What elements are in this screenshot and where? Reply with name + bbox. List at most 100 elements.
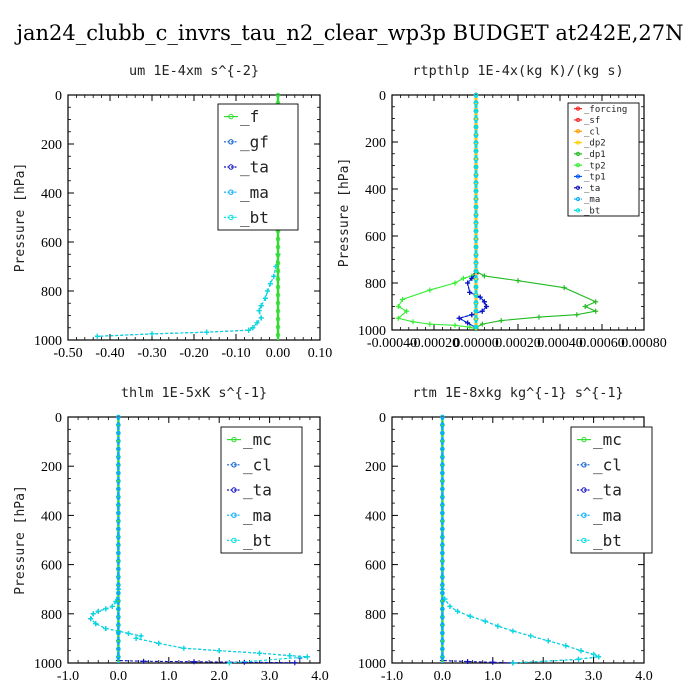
data-point [440,478,445,484]
legend-label: _ma [243,506,272,525]
x-tick-label: 0.00000 [453,336,499,351]
data-point [275,324,281,330]
data-point [440,630,445,636]
legend-marker [231,462,237,468]
data-point [116,478,121,484]
x-tick-label: 0.00020 [495,336,541,351]
series-line [97,95,279,337]
legend: _forcing_sf_cl _dp2_dp1_tp2 _tp1_ta_ma _bt [567,102,640,217]
x-tick-label: 3.0 [261,669,279,684]
data-point [473,172,479,178]
data-point [116,614,121,620]
legend-label: _ta [584,184,600,194]
legend-marker [575,129,581,134]
x-tick-label: 2.0 [210,669,228,684]
data-point [116,550,121,556]
data-point [275,332,281,338]
legend: _mc _cl _ta _ma _bt [570,426,653,554]
data-point [116,438,121,444]
panel-title: rtpthlp 1E-4x(kg K)/(kg s) [412,63,623,79]
y-tick-label: 800 [41,608,62,623]
data-point [116,470,121,476]
y-tick-label: 800 [365,608,386,623]
data-point [275,308,281,314]
series-bt [473,92,479,330]
figure-title: jan24_clubb_c_invrs_tau_n2_clear_wp3p BU… [14,21,684,45]
data-point [275,316,281,322]
series-line [457,95,488,329]
y-axis-label: Pressure [hPa] [13,163,28,273]
y-tick-label: 400 [41,187,62,202]
data-point [473,108,479,114]
legend-label: _sf [584,116,600,126]
legend-marker [575,208,581,213]
data-point [440,462,445,468]
legend-marker [228,113,234,120]
data-point [275,268,281,274]
chart-panel-4: rtm 1E-8xkg kg^{-1} s^{-1} -1.0 0.0 1.0 2.0 3… [358,385,653,684]
panel-title: thlm 1E-5xK s^{-1} [121,385,267,401]
data-point [473,196,479,202]
data-point [440,534,445,540]
data-point [116,598,121,604]
y-axis-label: Pressure [hPa] [13,485,28,595]
data-point [440,414,445,420]
y-tick-label: 400 [41,509,62,524]
legend-box [567,102,640,217]
legend-marker [231,537,237,544]
series-ta [456,95,489,331]
x-tick-label: -0.00020 [409,336,459,351]
data-point [473,140,479,146]
legend-marker [581,436,587,443]
data-point [473,316,479,322]
y-tick-label: 200 [41,460,62,475]
y-tick-label: 600 [41,236,62,251]
panel-title: um 1E-4xm s^{-2} [129,63,259,79]
data-point [473,100,479,106]
data-point [473,180,479,186]
data-point [473,212,479,218]
data-point [275,92,281,98]
chart-panel-1: um 1E-4xm s^{-2} Pressure [hPa] -0.50 -0.40… [13,63,332,361]
legend-label: _f [240,107,259,126]
x-tick-label: -1.0 [57,669,79,684]
x-tick-label: 2.0 [534,669,552,684]
data-point [473,292,479,298]
data-point [275,292,281,298]
data-point [275,260,281,266]
legend-label: _bt [243,531,272,550]
data-point [473,124,479,130]
data-point [275,284,281,290]
legend-marker [575,106,581,111]
data-point [116,638,121,644]
x-tick-label: 1.0 [160,669,178,684]
legend-label: _mc [243,430,272,449]
data-point [440,574,445,580]
data-point [275,244,281,250]
data-point [440,638,445,644]
data-point [440,494,445,500]
x-tick-label: -1.0 [381,669,403,684]
legend-label: _ma [593,506,622,525]
y-tick-label: 200 [365,136,386,151]
legend-marker [575,140,581,145]
data-point [473,156,479,162]
data-point [116,446,121,452]
data-point [440,598,445,604]
data-point [473,324,479,330]
y-tick-label: 800 [41,285,62,300]
data-point [116,654,121,660]
data-point [440,502,445,508]
legend-marker [575,174,581,179]
x-tick-label: -0.10 [221,346,250,361]
data-point [116,494,121,500]
data-point [473,236,479,242]
legend-label: _gf [240,132,269,151]
data-point [440,446,445,452]
legend-marker [575,151,581,156]
data-point [116,454,121,460]
legend-label: _ma [584,195,600,205]
x-tick-label: -0.30 [137,346,166,361]
data-point [473,92,479,98]
